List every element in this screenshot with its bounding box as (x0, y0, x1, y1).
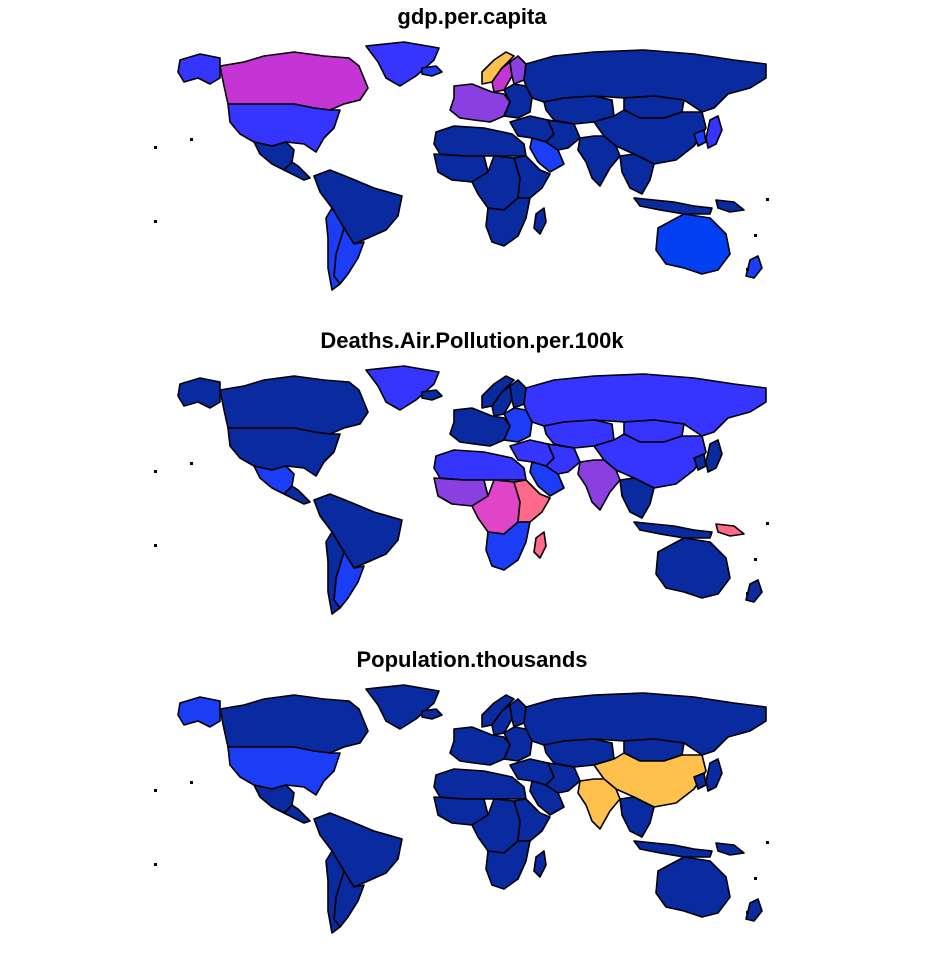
map-title: Deaths.Air.Pollution.per.100k (320, 328, 624, 353)
country-japan (705, 115, 723, 149)
country-greenland (365, 684, 440, 730)
country-iceland (421, 708, 443, 720)
country-australia (655, 213, 731, 275)
country-india-region (577, 778, 621, 830)
country-chile (325, 207, 345, 291)
country-canada (219, 51, 369, 111)
country-africa-north (433, 449, 527, 481)
country-central-america (283, 485, 311, 505)
country-png (715, 199, 745, 213)
country-japan (705, 439, 723, 473)
country-usa (227, 103, 341, 153)
island-marker (746, 911, 749, 914)
country-chile (325, 531, 345, 615)
map-title: Population.thousands (356, 647, 588, 672)
island-marker (746, 592, 749, 595)
island-marker (746, 268, 749, 271)
country-madagascar (533, 207, 547, 235)
country-eastern-europe (503, 83, 533, 119)
country-usa-alaska (177, 53, 221, 85)
country-central-america (283, 804, 311, 824)
island-marker (154, 146, 157, 149)
country-western-europe (449, 407, 511, 447)
country-africa-north (433, 125, 527, 157)
island-marker (154, 220, 157, 223)
country-usa (227, 427, 341, 477)
island-marker (190, 781, 193, 784)
island-marker (766, 841, 769, 844)
country-iran (545, 762, 581, 794)
island-marker (154, 789, 157, 792)
country-western-europe (449, 726, 511, 766)
country-eastern-europe (503, 407, 533, 443)
world-map (154, 684, 769, 934)
island-marker (754, 234, 757, 237)
island-marker (754, 558, 757, 561)
country-japan (705, 758, 723, 792)
country-africa-east (513, 798, 551, 842)
country-usa-alaska (177, 377, 221, 409)
country-eastern-europe (503, 726, 533, 762)
country-southeast-asia (619, 796, 655, 838)
country-usa-alaska (177, 696, 221, 728)
country-indonesia (633, 197, 713, 215)
map-panel-population: Population.thousands (0, 643, 944, 957)
island-marker (154, 470, 157, 473)
country-new-zealand (745, 579, 763, 603)
island-marker (190, 138, 193, 141)
country-canada (219, 694, 369, 754)
country-china (593, 433, 707, 489)
country-chile (325, 850, 345, 934)
country-png (715, 842, 745, 856)
world-map (154, 41, 769, 291)
country-africa-south (485, 521, 531, 571)
country-madagascar (533, 531, 547, 559)
country-africa-north (433, 768, 527, 800)
country-new-zealand (745, 255, 763, 279)
country-norway (481, 694, 515, 728)
island-marker (154, 544, 157, 547)
country-norway (481, 51, 515, 85)
world-map (154, 365, 769, 615)
country-central-america (283, 161, 311, 181)
country-china (593, 752, 707, 808)
country-png (715, 523, 745, 537)
country-western-europe (449, 83, 511, 123)
country-india-region (577, 135, 621, 187)
country-africa-south (485, 840, 531, 890)
country-iceland (421, 389, 443, 401)
map-panel-air-pollution: Deaths.Air.Pollution.per.100k (0, 324, 944, 638)
country-iran (545, 443, 581, 475)
country-africa-east (513, 155, 551, 199)
country-indonesia (633, 521, 713, 539)
country-africa-east (513, 479, 551, 523)
country-iceland (421, 65, 443, 77)
country-australia (655, 856, 731, 918)
island-marker (190, 462, 193, 465)
island-marker (766, 198, 769, 201)
country-india-region (577, 459, 621, 511)
country-new-zealand (745, 898, 763, 922)
country-southeast-asia (619, 477, 655, 519)
country-canada (219, 375, 369, 435)
country-australia (655, 537, 731, 599)
country-greenland (365, 365, 440, 411)
map-panel-gdp: gdp.per.capita (0, 0, 944, 314)
country-indonesia (633, 840, 713, 858)
country-usa (227, 746, 341, 796)
country-norway (481, 375, 515, 409)
map-title: gdp.per.capita (397, 4, 547, 29)
country-southeast-asia (619, 153, 655, 195)
country-madagascar (533, 850, 547, 878)
country-greenland (365, 41, 440, 87)
island-marker (754, 877, 757, 880)
country-iran (545, 119, 581, 151)
island-marker (154, 863, 157, 866)
island-marker (766, 522, 769, 525)
country-africa-south (485, 197, 531, 247)
country-china (593, 109, 707, 165)
